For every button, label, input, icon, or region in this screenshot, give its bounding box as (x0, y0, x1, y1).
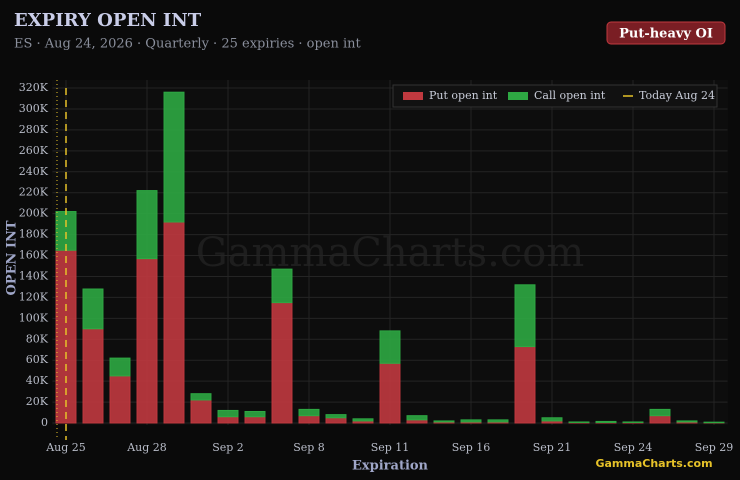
y-tick-label: 120K (19, 290, 49, 303)
x-tick-label: Sep 29 (695, 441, 734, 454)
bar-segment (568, 421, 590, 423)
y-tick-label: 200K (19, 207, 49, 220)
bar-segment (487, 419, 509, 423)
bar-segment (298, 408, 320, 417)
bar-segment (136, 258, 158, 424)
badge (606, 21, 726, 45)
y-tick-label: 260K (19, 144, 49, 157)
y-tick-label: 40K (26, 374, 49, 387)
x-tick-label: Sep 24 (614, 441, 653, 454)
x-tick-label: Sep 11 (371, 441, 410, 454)
bar-segment (136, 190, 158, 260)
bar-segment (514, 346, 536, 424)
bar-segment (244, 410, 266, 418)
bar-segment (163, 91, 185, 223)
y-axis-label: OPEN INT (5, 220, 20, 295)
bar-segment (433, 420, 455, 423)
y-tick-label: 160K (19, 249, 49, 262)
y-tick-label: 60K (26, 353, 49, 366)
x-tick-label: Sep 21 (533, 441, 572, 454)
x-axis-label: Expiration (352, 459, 429, 474)
bar-segment (325, 414, 347, 419)
y-tick-label: 180K (19, 228, 49, 241)
bar-segment (406, 415, 428, 421)
bar-segment (325, 417, 347, 424)
bar-segment (55, 249, 77, 424)
legend-swatch (403, 92, 423, 100)
y-tick-label: 100K (19, 311, 49, 324)
y-tick-label: 80K (26, 332, 49, 345)
x-tick-label: Aug 25 (45, 441, 86, 454)
y-tick-label: 240K (19, 165, 49, 178)
bar-segment (541, 417, 563, 422)
bar-segment (379, 330, 401, 364)
x-tick-label: Sep 8 (293, 441, 325, 454)
bar-segment (109, 375, 131, 424)
subtitle: ES · Aug 24, 2026 · Quarterly · 25 expir… (14, 37, 362, 52)
y-tick-label: 300K (19, 102, 49, 115)
bar-segment (109, 357, 131, 377)
bar-segment (163, 221, 185, 424)
bar-segment (595, 420, 617, 423)
bar-segment (82, 288, 104, 330)
bar-segment (190, 399, 212, 424)
bar-segment (352, 418, 374, 422)
bar-segment (217, 416, 239, 424)
x-tick-label: Sep 16 (452, 441, 491, 454)
legend-swatch (508, 92, 528, 100)
bar-segment (703, 421, 725, 424)
badge-text: Put-heavy OI (619, 27, 713, 42)
title: EXPIRY OPEN INT (14, 10, 202, 31)
bar-segment (514, 284, 536, 348)
bar-segment (271, 302, 293, 424)
logo: GammaCharts.com (595, 457, 712, 470)
legend-label: Put open int (429, 89, 498, 102)
bar-segment (298, 415, 320, 424)
legend-label: Today Aug 24 (639, 89, 715, 102)
legend (392, 84, 718, 108)
bar-segment (217, 409, 239, 418)
y-tick-label: 280K (19, 123, 49, 136)
bar-segment (271, 268, 293, 304)
y-tick-label: 0 (41, 416, 48, 429)
legend-label: Call open int (534, 89, 606, 102)
y-tick-label: 140K (19, 269, 49, 282)
bar-segment (82, 328, 104, 424)
y-tick-label: 320K (19, 81, 49, 94)
bar-segment (676, 420, 698, 423)
x-tick-label: Sep 2 (212, 441, 244, 454)
bar-segment (622, 421, 644, 423)
bar-segment (649, 408, 671, 417)
bar-segment (460, 419, 482, 423)
bar-segment (379, 362, 401, 424)
bar-segment (244, 416, 266, 424)
x-tick-label: Aug 28 (126, 441, 167, 454)
bar-segment (649, 415, 671, 424)
y-tick-label: 220K (19, 186, 49, 199)
y-tick-label: 20K (26, 395, 49, 408)
bar-segment (190, 393, 212, 401)
